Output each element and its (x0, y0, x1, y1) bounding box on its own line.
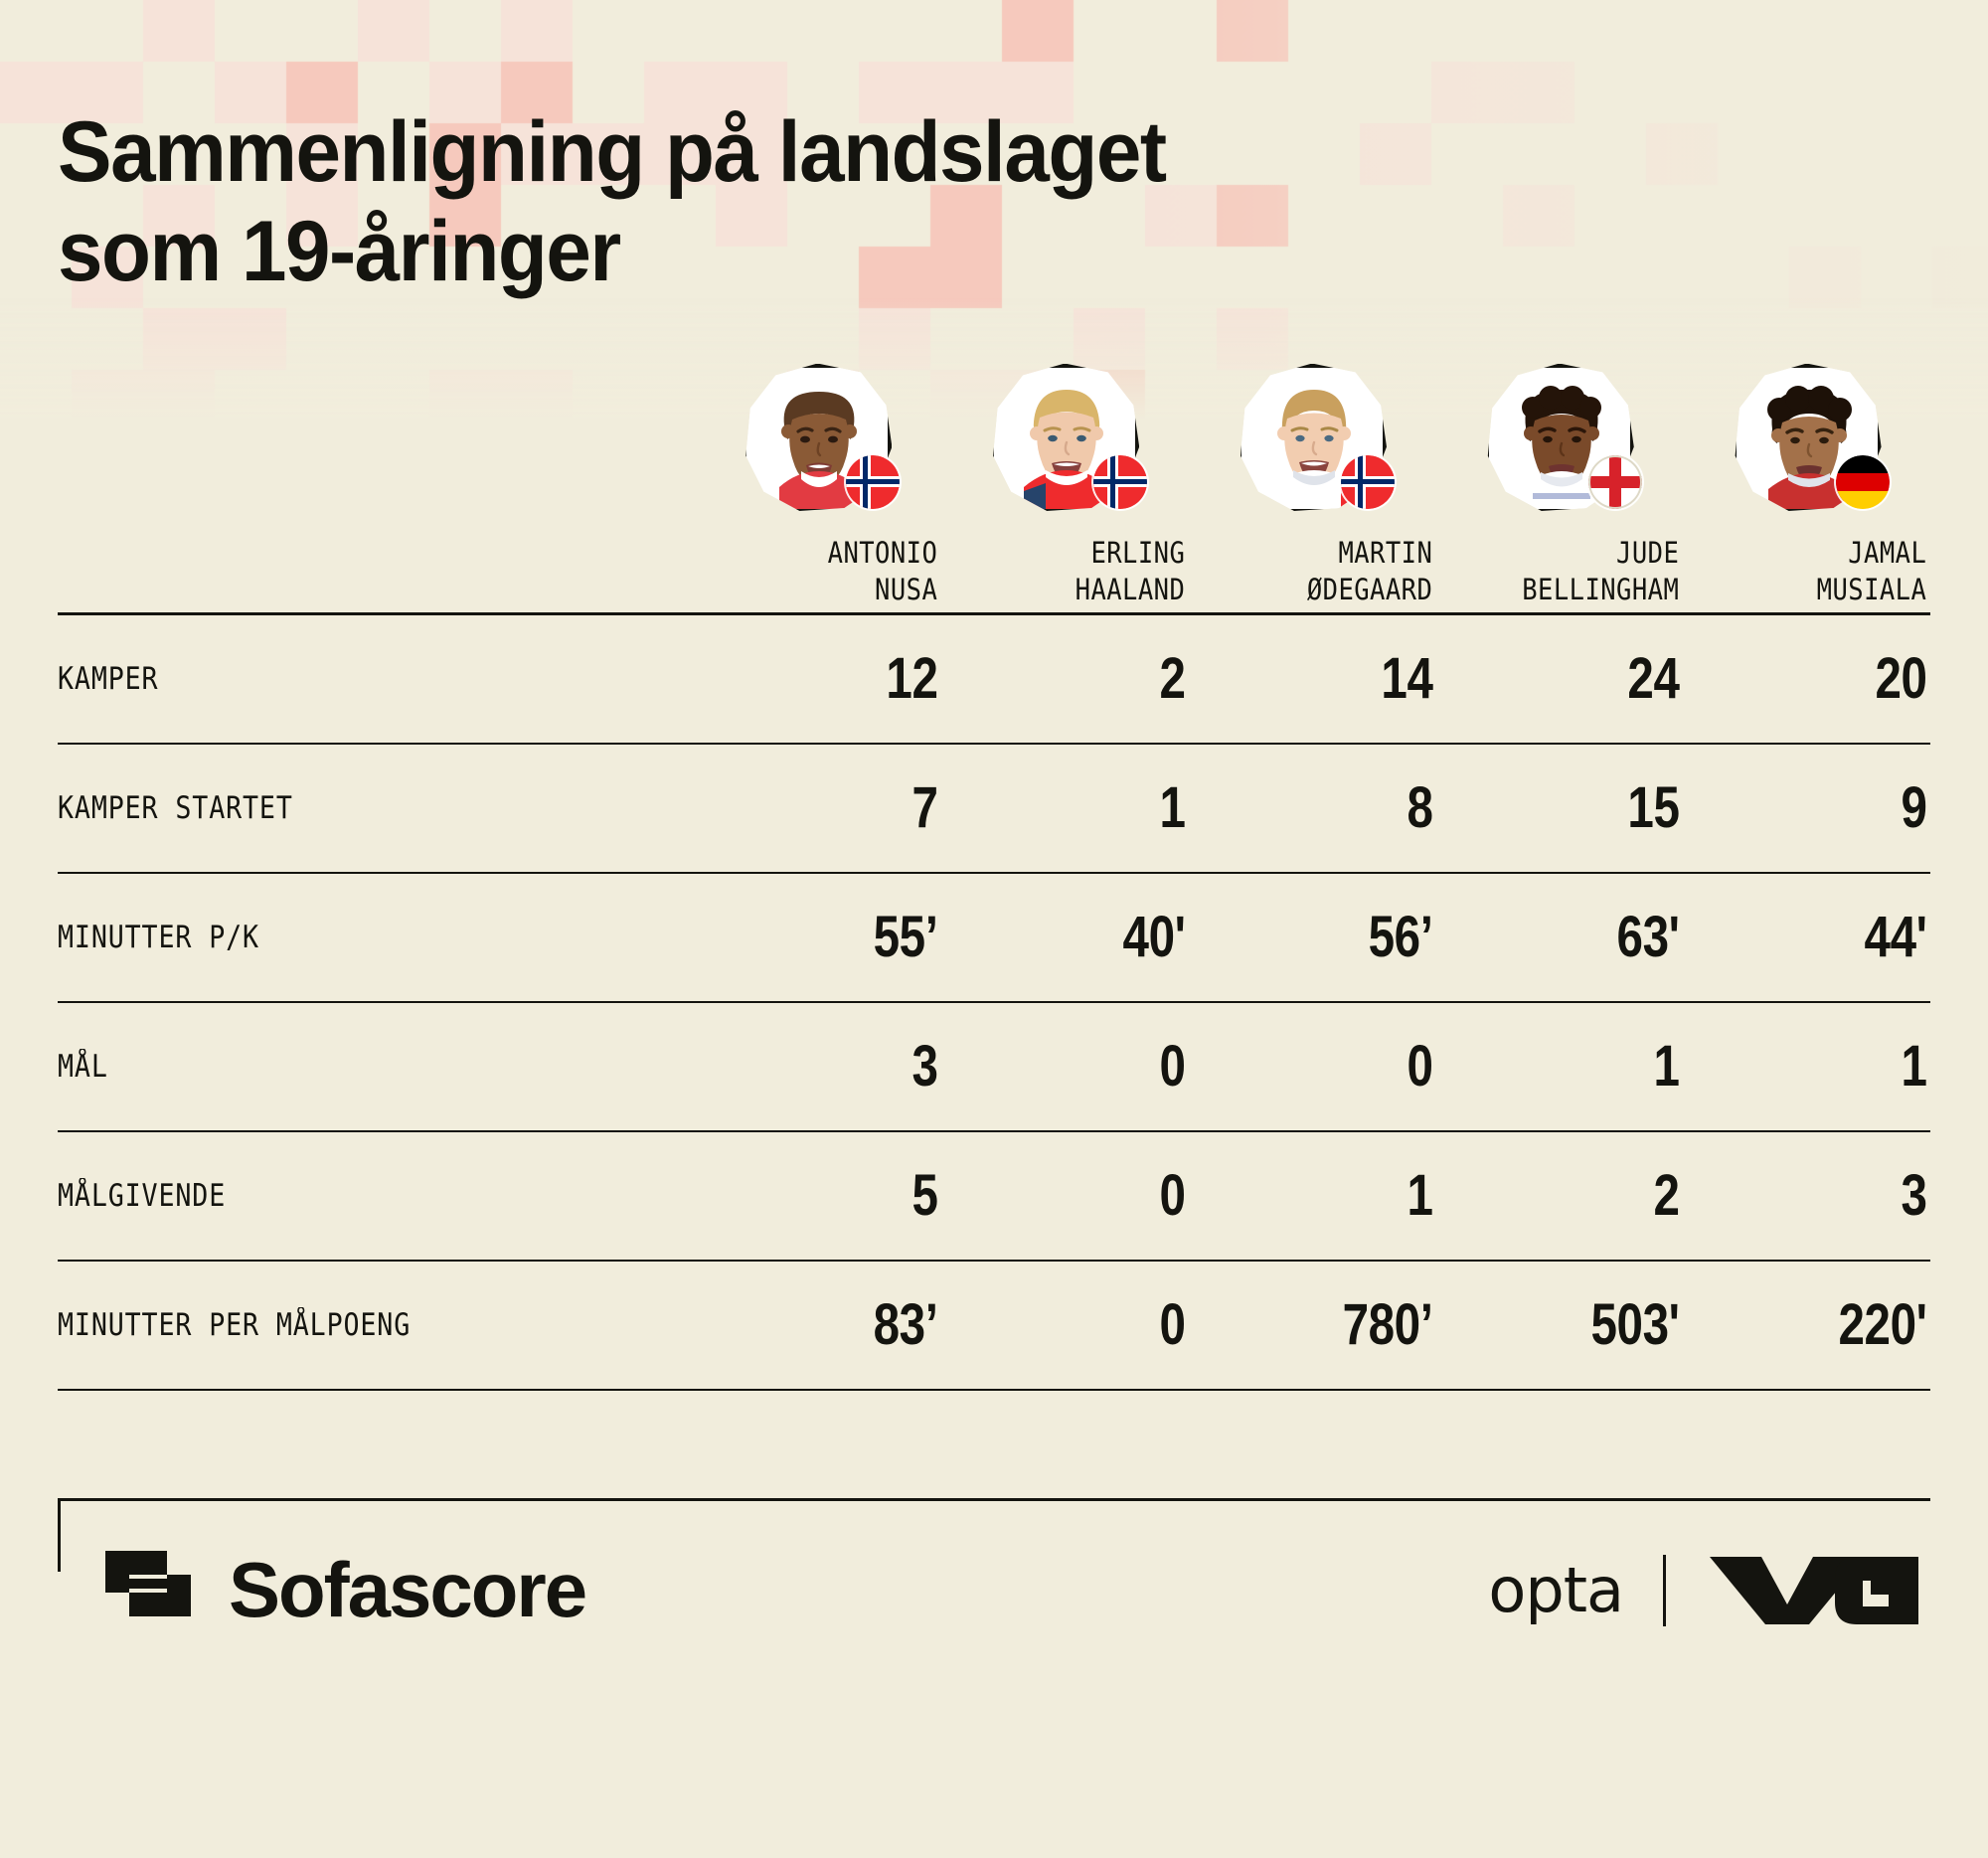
norway-flag-icon (1093, 454, 1148, 509)
table-row: MINUTTER P/K 55’ 40' 56’ 63' 44' (58, 874, 1930, 1001)
player-header-0[interactable]: ANTONIO NUSA (694, 363, 941, 612)
player-name-0: ANTONIO NUSA (827, 535, 938, 606)
cell-0-2: 14 (1381, 646, 1433, 712)
row-label-1: KAMPER STARTET (58, 789, 293, 826)
cell-4-3: 2 (1653, 1163, 1680, 1229)
table-rule-bottom (58, 1388, 1930, 1391)
cell-5-0: 83’ (873, 1292, 938, 1358)
table-row: KAMPER 12 2 14 24 20 (58, 615, 1930, 743)
row-label-0: KAMPER (58, 660, 159, 697)
cell-3-4: 1 (1901, 1034, 1927, 1099)
footer-corner-tick (58, 1497, 61, 1572)
cell-3-3: 1 (1653, 1034, 1680, 1099)
player-name-3: JUDE BELLINGHAM (1522, 535, 1680, 606)
page-title: Sammenligning på landslaget som 19-åring… (58, 0, 1930, 302)
cell-1-2: 8 (1407, 775, 1433, 841)
player-avatar-haaland (990, 363, 1148, 513)
cell-2-2: 56’ (1368, 905, 1433, 970)
cell-0-0: 12 (886, 646, 938, 712)
table-row: MÅL 3 0 0 1 1 (58, 1003, 1930, 1130)
brand-divider (1663, 1554, 1666, 1626)
player-name-4: JAMAL MUSIALA (1816, 535, 1927, 606)
opta-logo[interactable]: opta (1488, 1554, 1624, 1627)
player-name-1: ERLING HAALAND (1075, 535, 1186, 606)
cell-0-1: 2 (1159, 646, 1186, 712)
cell-2-3: 63' (1616, 905, 1680, 970)
cell-3-0: 3 (911, 1034, 938, 1099)
table-rule (58, 871, 1930, 874)
row-label-2: MINUTTER P/K (58, 919, 259, 955)
sofascore-mark-icon (105, 1550, 191, 1616)
cell-0-3: 24 (1627, 646, 1680, 712)
cell-1-4: 9 (1901, 775, 1927, 841)
footer-rule (58, 1497, 1930, 1501)
norway-flag-icon (846, 454, 901, 509)
cell-5-1: 0 (1159, 1292, 1186, 1358)
cell-2-4: 44' (1864, 905, 1927, 970)
background-mosaic-pattern (0, 0, 1988, 427)
table-rule-top (58, 611, 1930, 615)
row-label-3: MÅL (58, 1048, 108, 1085)
cell-5-4: 220' (1838, 1292, 1927, 1358)
player-header-4[interactable]: JAMAL MUSIALA (1683, 363, 1930, 612)
table-rule (58, 742, 1930, 745)
table-rule (58, 1129, 1930, 1132)
sofascore-wordmark: Sofascore (229, 1546, 587, 1634)
mosaic-fade (0, 298, 1988, 427)
row-label-4: MÅLGIVENDE (58, 1177, 227, 1214)
player-name-2: MARTIN ØDEGAARD (1306, 535, 1432, 606)
player-header-1[interactable]: ERLING HAALAND (941, 363, 1189, 612)
player-avatar-musiala (1733, 363, 1882, 513)
cell-4-4: 3 (1901, 1163, 1927, 1229)
page-title-line-1: Sammenligning på landslaget (58, 104, 1167, 200)
cell-5-3: 503' (1590, 1292, 1680, 1358)
table-row: MÅLGIVENDE 5 0 1 2 3 (58, 1132, 1930, 1260)
row-label-5: MINUTTER PER MÅLPOENG (58, 1306, 412, 1343)
cell-0-4: 20 (1875, 646, 1927, 712)
page-title-line-2: som 19-åringer (58, 203, 621, 299)
comparison-table: ANTONIO NUSA (58, 363, 1930, 1391)
cell-3-1: 0 (1159, 1034, 1186, 1099)
player-avatar-nusa (743, 363, 901, 513)
footer: Sofascore opta (58, 1497, 1930, 1638)
germany-flag-icon (1836, 455, 1890, 509)
england-flag-icon (1587, 454, 1642, 509)
cell-5-2: 780’ (1342, 1292, 1433, 1358)
table-header-row: ANTONIO NUSA (58, 363, 1930, 612)
cell-2-1: 40' (1122, 905, 1186, 970)
cell-1-1: 1 (1159, 775, 1186, 841)
cell-1-0: 7 (911, 775, 938, 841)
player-header-3[interactable]: JUDE BELLINGHAM (1435, 363, 1683, 612)
cell-1-3: 15 (1627, 775, 1680, 841)
cell-4-0: 5 (911, 1163, 938, 1229)
norway-flag-icon (1340, 454, 1395, 509)
player-avatar-bellingham (1485, 363, 1642, 513)
sofascore-logo[interactable]: Sofascore (99, 1543, 587, 1638)
cell-2-0: 55’ (873, 905, 938, 970)
table-row: MINUTTER PER MÅLPOENG 83’ 0 780’ 503' 22… (58, 1262, 1930, 1389)
table-rule (58, 1259, 1930, 1262)
brand-logos: opta (1488, 1549, 1930, 1632)
table-rule (58, 1000, 1930, 1003)
cell-4-2: 1 (1407, 1163, 1433, 1229)
cell-4-1: 0 (1159, 1163, 1186, 1229)
cell-3-2: 0 (1407, 1034, 1433, 1099)
player-avatar-odegaard (1238, 363, 1395, 513)
player-header-2[interactable]: MARTIN ØDEGAARD (1189, 363, 1436, 612)
table-row: KAMPER STARTET 7 1 8 15 9 (58, 745, 1930, 872)
vg-logo[interactable] (1706, 1549, 1924, 1632)
